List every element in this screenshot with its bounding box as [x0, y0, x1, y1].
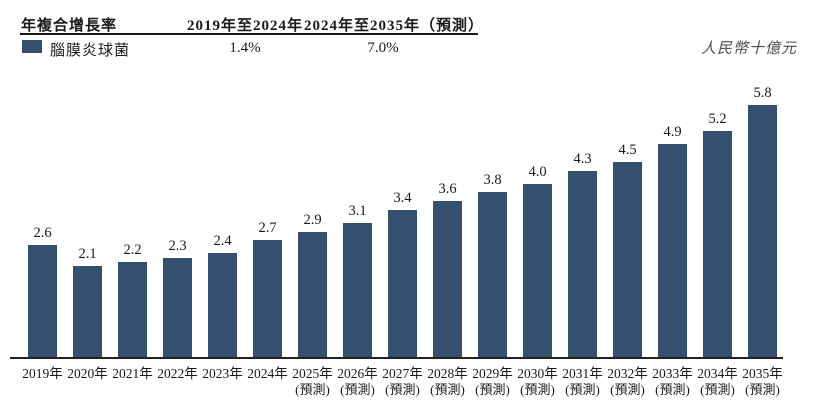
bar: [748, 105, 777, 358]
bar: [613, 162, 642, 358]
x-axis-year-label: 2019年: [22, 366, 63, 381]
bar: [343, 223, 372, 358]
bar-value-label: 3.6: [438, 181, 457, 197]
x-axis-year-label: 2022年: [157, 366, 198, 381]
cagr-value-2024-2035: 7.0%: [367, 40, 399, 56]
x-axis-year-label: 2023年: [202, 366, 243, 381]
x-axis-year-label: 2029年: [472, 366, 513, 381]
x-axis-year-label: 2026年: [337, 366, 378, 381]
unit-label: 人民幣十億元: [700, 41, 797, 57]
bar: [118, 262, 147, 358]
x-axis-forecast-label: (預測): [295, 382, 330, 397]
bar-value-label: 4.3: [573, 151, 592, 167]
bar: [73, 266, 102, 358]
cagr-table-col1-header: 2019年至2024年: [186, 18, 303, 34]
bar: [703, 131, 732, 358]
bar-value-label: 2.4: [213, 233, 232, 249]
cagr-value-2019-2024: 1.4%: [229, 40, 261, 56]
bar-value-label: 2.3: [168, 238, 187, 254]
x-axis-year-label: 2035年: [742, 366, 783, 381]
bar: [298, 232, 327, 358]
x-axis-forecast-label: (預測): [565, 382, 600, 397]
bar-value-label: 5.2: [708, 111, 727, 127]
x-axis-forecast-label: (預測): [520, 382, 555, 397]
bar-value-label: 2.7: [258, 220, 277, 236]
bar-value-label: 2.1: [78, 246, 97, 262]
legend-series-label: 腦膜炎球菌: [50, 43, 131, 59]
x-axis-line: [10, 357, 783, 359]
x-axis-year-label: 2033年: [652, 366, 693, 381]
bar-value-label: 3.8: [483, 172, 502, 188]
x-axis-forecast-label: (預測): [745, 382, 780, 397]
x-axis-forecast-label: (預測): [385, 382, 420, 397]
x-axis-year-label: 2034年: [697, 366, 738, 381]
x-axis-year-label: 2025年: [292, 366, 333, 381]
bar: [388, 210, 417, 358]
x-axis-forecast-label: (預測): [700, 382, 735, 397]
bar: [478, 192, 507, 358]
bar: [433, 201, 462, 358]
x-axis-forecast-label: (預測): [610, 382, 645, 397]
bar-value-label: 3.4: [393, 190, 412, 206]
x-axis-forecast-label: (預測): [475, 382, 510, 397]
x-axis-year-label: 2020年: [67, 366, 108, 381]
x-axis-year-label: 2024年: [247, 366, 288, 381]
bar-value-label: 2.2: [123, 242, 142, 258]
bar-value-label: 4.9: [663, 124, 682, 140]
bar-value-label: 2.6: [33, 225, 52, 241]
bar-value-label: 4.5: [618, 142, 637, 158]
header-divider: [20, 33, 478, 35]
bar-value-label: 3.1: [348, 203, 367, 219]
x-axis-forecast-label: (預測): [655, 382, 690, 397]
x-axis-year-label: 2031年: [562, 366, 603, 381]
bar: [208, 253, 237, 358]
x-axis-year-label: 2027年: [382, 366, 423, 381]
bar-value-label: 5.8: [753, 85, 772, 101]
x-axis-year-label: 2028年: [427, 366, 468, 381]
cagr-table-col2-header: 2024年至2035年（預測）: [303, 18, 484, 34]
bar: [523, 184, 552, 358]
bar: [28, 245, 57, 358]
bar: [253, 240, 282, 358]
bar-value-label: 2.9: [303, 212, 322, 228]
cagr-table-row-label: 年複合增長率: [21, 18, 118, 34]
bar: [658, 144, 687, 358]
bar: [568, 171, 597, 358]
x-axis-year-label: 2032年: [607, 366, 648, 381]
x-axis-year-label: 2030年: [517, 366, 558, 381]
x-axis-year-label: 2021年: [112, 366, 153, 381]
x-axis-forecast-label: (預測): [430, 382, 465, 397]
x-axis-forecast-label: (預測): [340, 382, 375, 397]
bar-value-label: 4.0: [528, 164, 547, 180]
bar: [163, 258, 192, 358]
legend-swatch: [22, 40, 42, 53]
